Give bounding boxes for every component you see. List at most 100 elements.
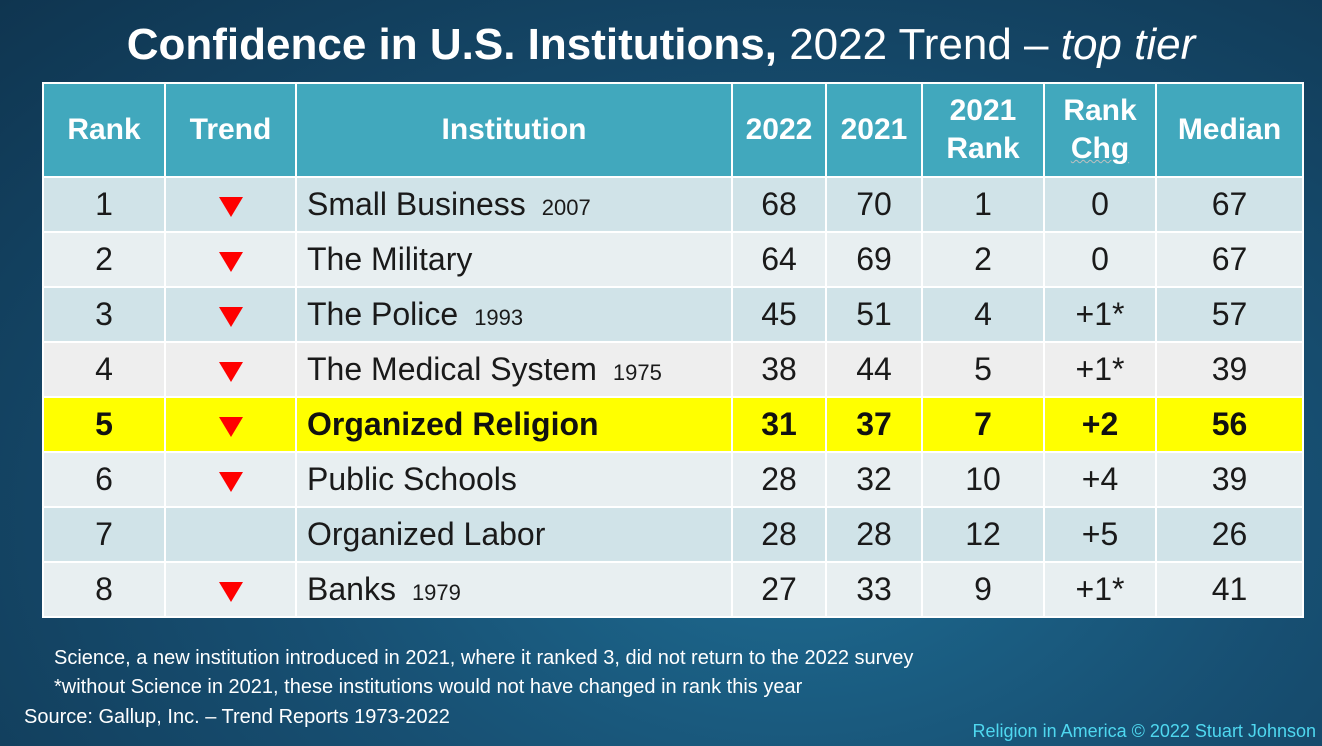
cell-median: 56 <box>1155 396 1304 453</box>
down-triangle-icon <box>218 196 243 217</box>
institution-name: The Military <box>307 241 473 277</box>
cell-rank-chg: +4 <box>1043 451 1157 508</box>
slide-title: Confidence in U.S. Institutions, 2022 Tr… <box>0 18 1322 72</box>
header-2021: 2021 <box>825 82 923 178</box>
cell-institution: The Military <box>295 231 733 288</box>
header-rank-chg: Rank Chg <box>1043 82 1157 178</box>
institution-year: 1979 <box>411 580 461 605</box>
cell-2021: 33 <box>825 561 923 618</box>
institution-name: The Medical System <box>307 351 597 387</box>
footnote-science: Science, a new institution introduced in… <box>54 647 914 669</box>
institution-name: Small Business <box>307 186 526 222</box>
cell-trend <box>164 396 297 453</box>
cell-institution: Organized Labor <box>295 506 733 563</box>
cell-2021: 70 <box>825 176 923 233</box>
cell-median: 67 <box>1155 231 1304 288</box>
cell-rank-chg: +5 <box>1043 506 1157 563</box>
cell-median: 26 <box>1155 506 1304 563</box>
institutions-table: Rank Trend Institution 2022 2021 2021 Ran… <box>42 82 1304 618</box>
cell-rank: 6 <box>42 451 166 508</box>
down-triangle-icon <box>218 306 243 327</box>
cell-2021-rank: 7 <box>921 396 1045 453</box>
institution-name: Organized Religion <box>307 406 599 442</box>
cell-2022: 68 <box>731 176 827 233</box>
cell-median: 67 <box>1155 176 1304 233</box>
cell-2021: 37 <box>825 396 923 453</box>
cell-2021-rank: 5 <box>921 341 1045 398</box>
cell-rank-chg: 0 <box>1043 176 1157 233</box>
header-2022: 2022 <box>731 82 827 178</box>
cell-trend <box>164 286 297 343</box>
cell-rank-chg: +1* <box>1043 561 1157 618</box>
source-citation: Source: Gallup, Inc. – Trend Reports 197… <box>24 706 450 728</box>
cell-trend <box>164 176 297 233</box>
cell-institution: The Police 1993 <box>295 286 733 343</box>
cell-institution: Public Schools <box>295 451 733 508</box>
header-rank-chg-line1: Rank <box>1063 94 1137 127</box>
header-institution: Institution <box>295 82 733 178</box>
header-2021-rank-line2: Rank <box>946 132 1020 165</box>
cell-2021-rank: 1 <box>921 176 1045 233</box>
table-row: 1 Small Business 2007 68 70 1 0 67 <box>42 176 1304 233</box>
title-light: 2022 Trend – <box>776 20 1061 69</box>
institution-year: 1993 <box>474 305 524 330</box>
header-2021-rank: 2021 Rank <box>921 82 1045 178</box>
cell-rank: 2 <box>42 231 166 288</box>
cell-rank: 7 <box>42 506 166 563</box>
cell-trend <box>164 561 297 618</box>
header-row: Rank Trend Institution 2022 2021 2021 Ran… <box>42 82 1304 178</box>
cell-2021-rank: 4 <box>921 286 1045 343</box>
cell-2022: 64 <box>731 231 827 288</box>
table-row: 5 Organized Religion 31 37 7 +2 56 <box>42 396 1304 453</box>
cell-rank: 4 <box>42 341 166 398</box>
institution-name: Public Schools <box>307 461 517 497</box>
institution-year: 2007 <box>541 195 591 220</box>
institution-year: 1975 <box>612 360 662 385</box>
cell-2021: 32 <box>825 451 923 508</box>
cell-trend <box>164 231 297 288</box>
down-triangle-icon <box>218 581 243 602</box>
down-triangle-icon <box>218 361 243 382</box>
table-row: 7 Organized Labor 28 28 12 +5 26 <box>42 506 1304 563</box>
down-triangle-icon <box>218 471 243 492</box>
cell-rank: 8 <box>42 561 166 618</box>
cell-rank: 3 <box>42 286 166 343</box>
header-rank-chg-line2: Chg <box>1070 132 1130 165</box>
institution-name: The Police <box>307 296 459 332</box>
cell-trend <box>164 451 297 508</box>
cell-2021-rank: 10 <box>921 451 1045 508</box>
table-row: 3 The Police 1993 45 51 4 +1* 57 <box>42 286 1304 343</box>
cell-2022: 45 <box>731 286 827 343</box>
cell-institution: Banks 1979 <box>295 561 733 618</box>
copyright-credit: Religion in America © 2022 Stuart Johnso… <box>972 721 1316 741</box>
cell-trend <box>164 341 297 398</box>
cell-2021-rank: 2 <box>921 231 1045 288</box>
cell-trend <box>164 506 297 563</box>
table-row: 4 The Medical System 1975 38 44 5 +1* 39 <box>42 341 1304 398</box>
cell-institution: Organized Religion <box>295 396 733 453</box>
cell-rank-chg: +1* <box>1043 341 1157 398</box>
cell-2022: 38 <box>731 341 827 398</box>
table-row: 8 Banks 1979 27 33 9 +1* 41 <box>42 561 1304 618</box>
cell-institution: The Medical System 1975 <box>295 341 733 398</box>
cell-median: 39 <box>1155 341 1304 398</box>
cell-2022: 28 <box>731 451 827 508</box>
cell-rank-chg: 0 <box>1043 231 1157 288</box>
institution-name: Banks <box>307 571 396 607</box>
cell-2022: 27 <box>731 561 827 618</box>
cell-rank: 5 <box>42 396 166 453</box>
cell-2021-rank: 12 <box>921 506 1045 563</box>
cell-rank-chg: +1* <box>1043 286 1157 343</box>
down-triangle-icon <box>218 251 243 272</box>
institution-name: Organized Labor <box>307 516 546 552</box>
cell-2021-rank: 9 <box>921 561 1045 618</box>
cell-rank-chg: +2 <box>1043 396 1157 453</box>
cell-2021: 69 <box>825 231 923 288</box>
table-row: 2 The Military 64 69 2 0 67 <box>42 231 1304 288</box>
cell-2021: 28 <box>825 506 923 563</box>
cell-2022: 31 <box>731 396 827 453</box>
cell-median: 57 <box>1155 286 1304 343</box>
cell-2021: 44 <box>825 341 923 398</box>
footnote-asterisk: *without Science in 2021, these institut… <box>54 676 803 698</box>
header-rank: Rank <box>42 82 166 178</box>
